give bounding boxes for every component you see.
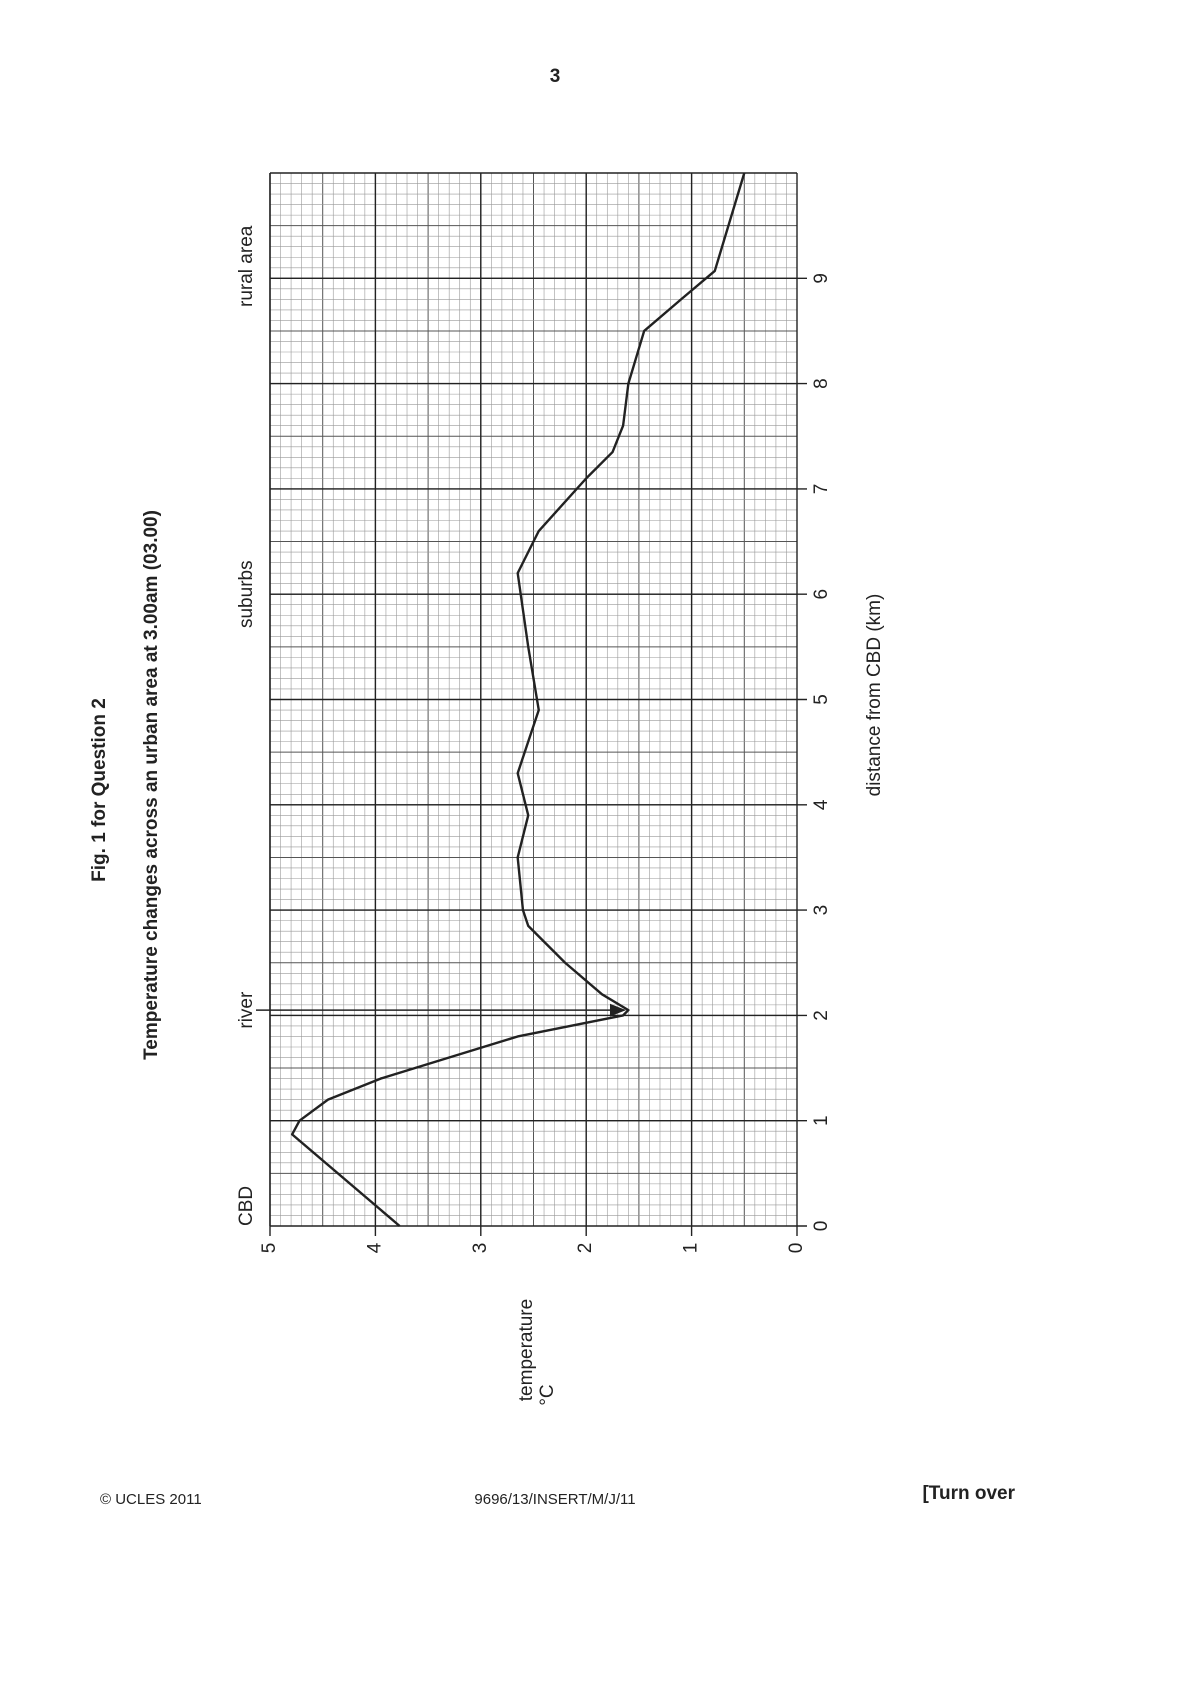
footer-left: © UCLES 2011 [100, 1491, 202, 1508]
x-tick-label: 2 [811, 1010, 832, 1021]
annotation: river [236, 991, 257, 1029]
y-tick-label: 5 [259, 1243, 280, 1254]
annotation: CBD [236, 1186, 257, 1226]
chart-title: Fig. 1 for Question 2 [89, 698, 110, 882]
page-number: 3 [550, 66, 561, 87]
x-tick-label: 5 [811, 694, 832, 705]
y-tick-label: 2 [575, 1243, 596, 1254]
x-tick-label: 8 [811, 378, 832, 389]
x-axis-label: distance from CBD (km) [864, 594, 885, 797]
x-tick-label: 0 [811, 1221, 832, 1232]
annotation: suburbs [236, 560, 257, 628]
x-tick-label: 4 [811, 799, 832, 810]
y-axis-label: temperature [516, 1299, 537, 1401]
footer-center: 9696/13/INSERT/M/J/11 [474, 1491, 635, 1508]
y-tick-label: 0 [786, 1243, 807, 1254]
annotation: rural area [236, 225, 257, 307]
y-tick-label: 3 [470, 1243, 491, 1254]
x-tick-label: 1 [811, 1115, 832, 1126]
x-tick-label: 7 [811, 484, 832, 495]
footer-right: [Turn over [922, 1483, 1015, 1504]
chart-subtitle: Temperature changes across an urban area… [141, 510, 162, 1060]
y-axis-unit: °C [537, 1384, 558, 1405]
x-tick-label: 9 [811, 273, 832, 284]
x-tick-label: 3 [811, 905, 832, 916]
data-line [290, 172, 746, 1227]
y-tick-label: 4 [364, 1242, 385, 1253]
y-tick-label: 1 [681, 1243, 702, 1254]
x-tick-label: 6 [811, 589, 832, 600]
